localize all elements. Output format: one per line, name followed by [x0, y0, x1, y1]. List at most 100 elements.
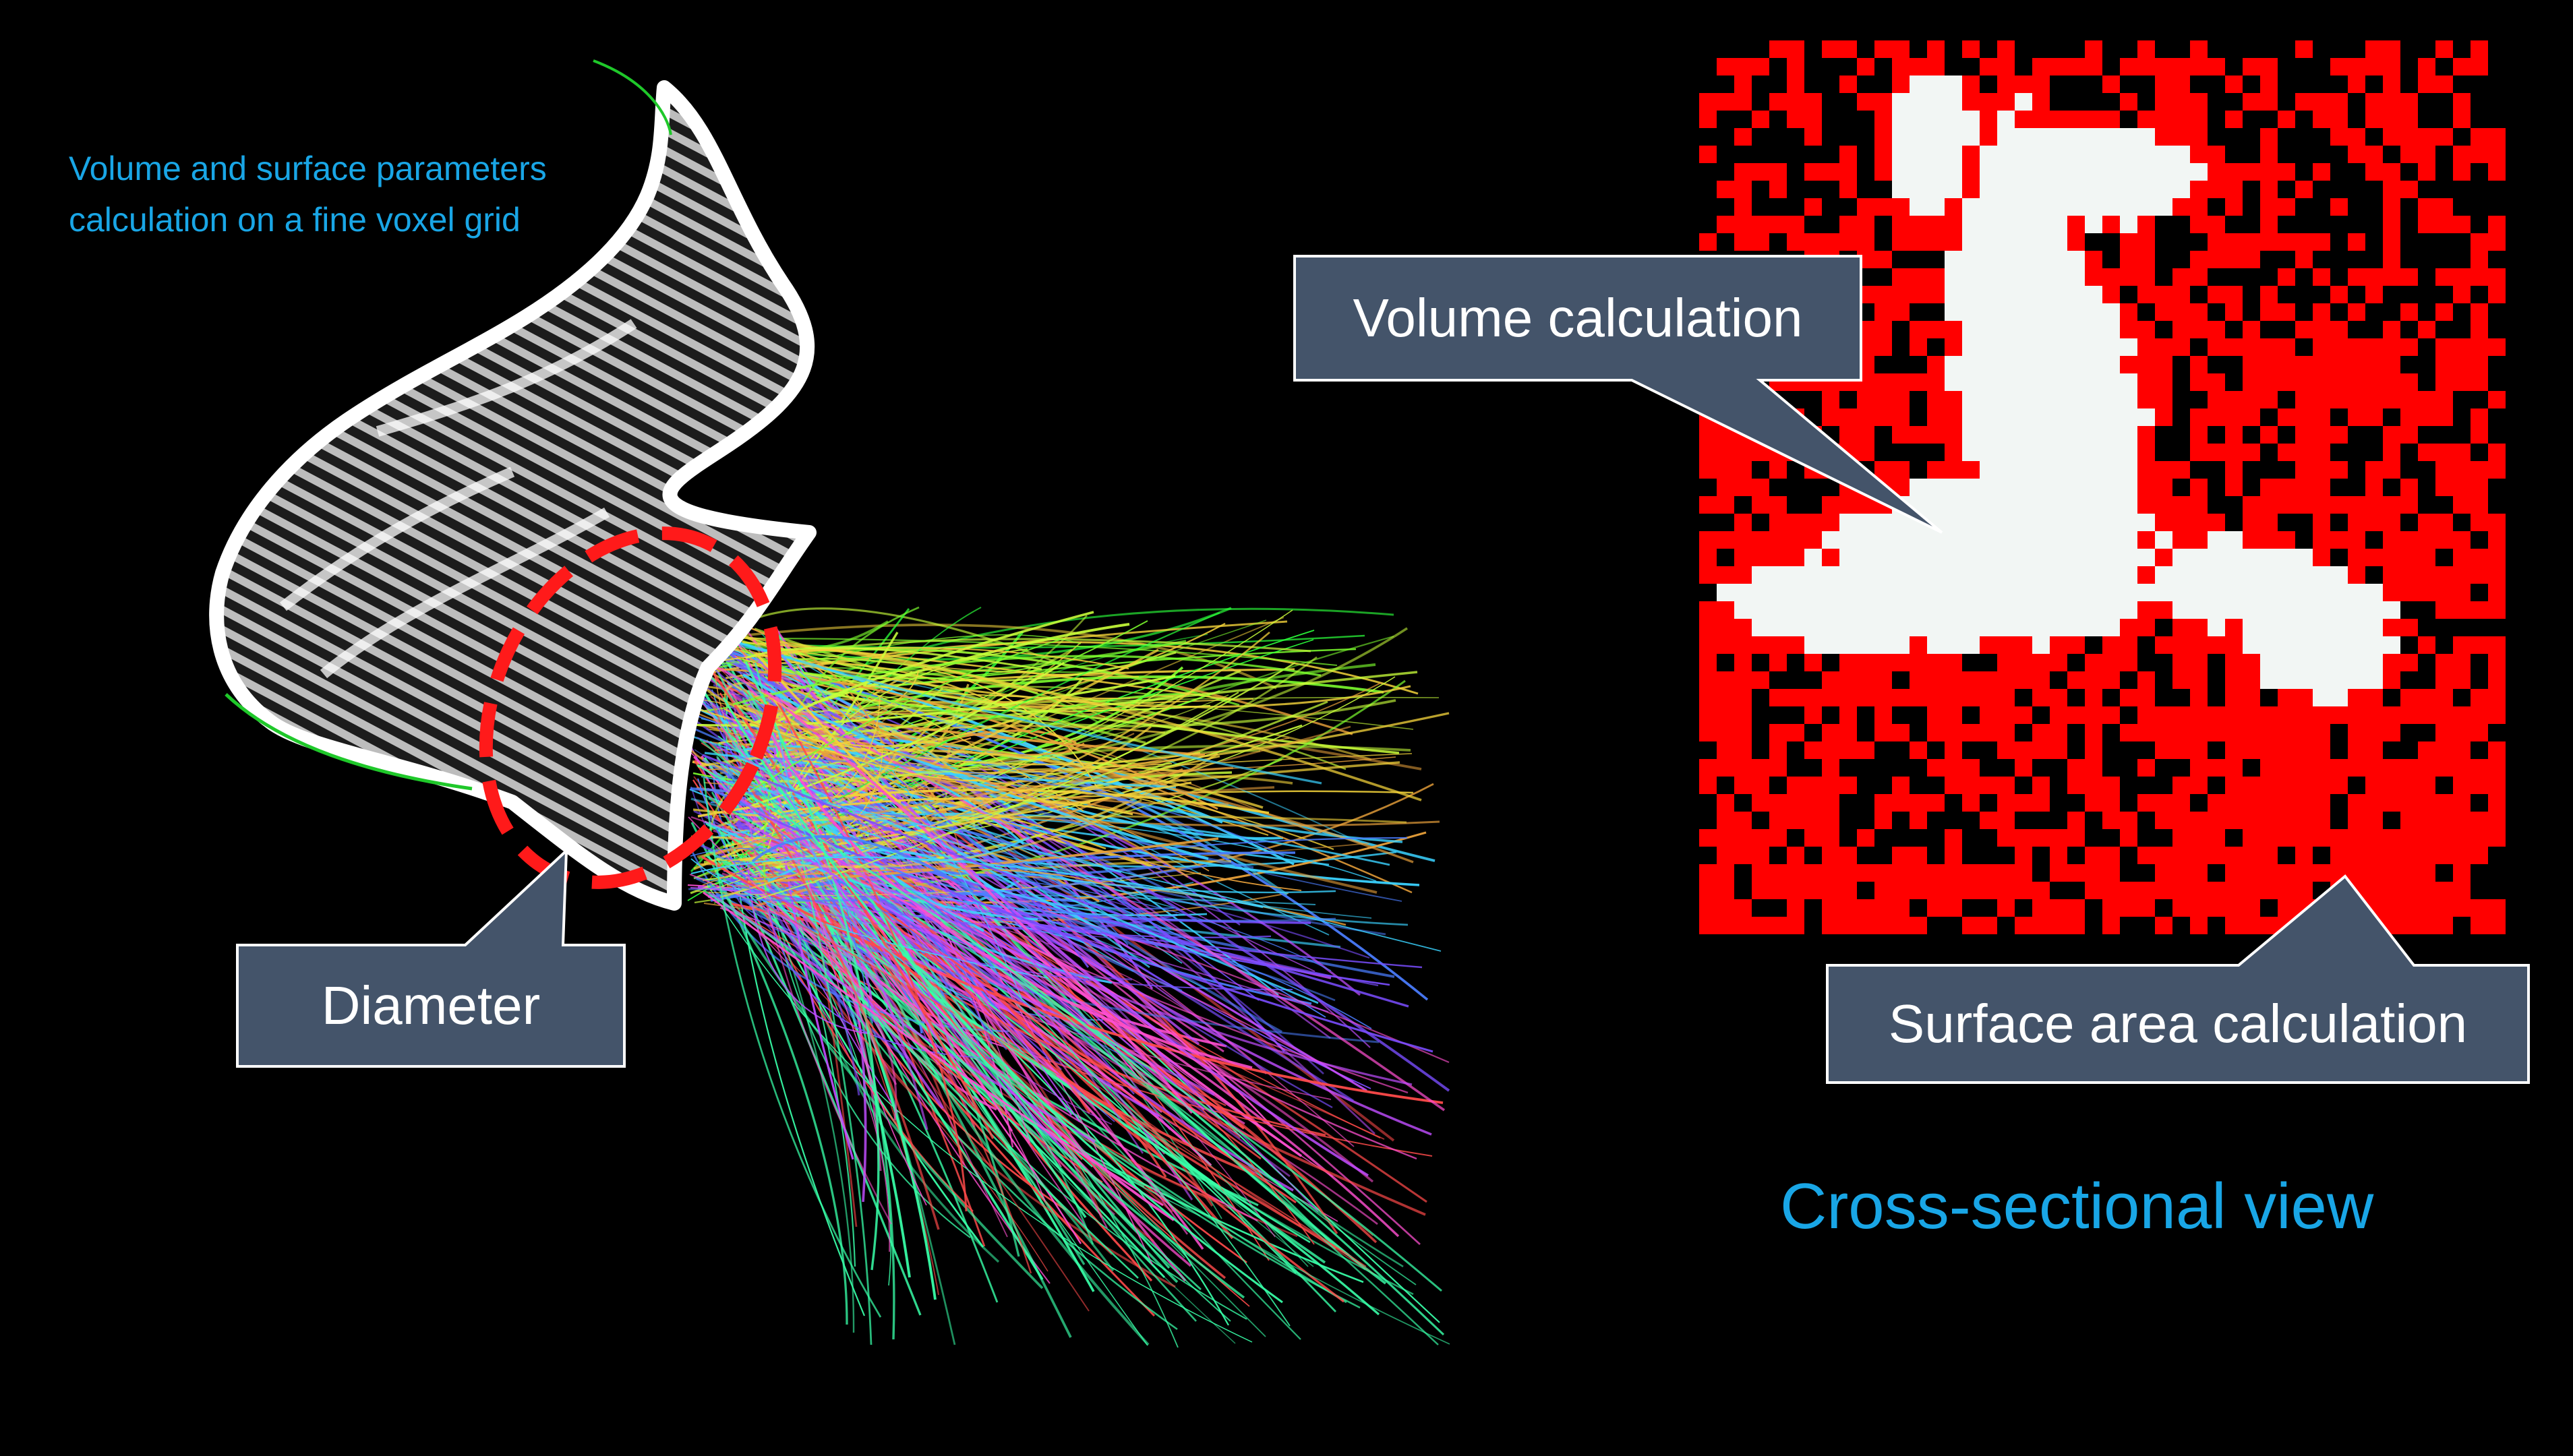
voxel — [2137, 408, 2155, 426]
voxel — [2050, 268, 2067, 286]
voxel — [2383, 128, 2400, 146]
voxel — [2050, 531, 2067, 549]
voxel — [1699, 706, 1717, 724]
voxel — [1997, 794, 2015, 812]
voxel — [2418, 741, 2435, 759]
voxel — [2383, 181, 2400, 198]
cross-section-title: Cross-sectional view — [1780, 1170, 2374, 1242]
voxel — [1734, 847, 1752, 864]
voxel — [1734, 917, 1752, 934]
voxel — [2418, 864, 2435, 882]
voxel — [2172, 461, 2190, 479]
fiber-strand — [753, 868, 1115, 889]
voxel — [1874, 198, 1892, 216]
voxel — [2471, 233, 2488, 251]
voxel — [2085, 724, 2102, 741]
voxel — [2400, 882, 2418, 899]
voxel — [2032, 619, 2050, 636]
voxel — [1822, 689, 1839, 706]
voxel — [2155, 601, 2172, 619]
diameter-callout-box — [236, 847, 626, 1068]
voxel — [2015, 408, 2032, 426]
voxel — [2365, 479, 2383, 496]
voxel — [1892, 303, 1910, 321]
voxel — [2243, 636, 2260, 654]
voxel — [2365, 408, 2383, 426]
voxel — [2453, 636, 2471, 654]
voxel — [1997, 93, 2015, 111]
voxel — [1962, 163, 1980, 181]
voxel — [2453, 671, 2471, 689]
voxel — [2471, 496, 2488, 514]
voxel — [2488, 461, 2506, 479]
fiber-strand — [707, 884, 1253, 1343]
voxel — [2453, 444, 2471, 461]
voxel — [1962, 794, 1980, 812]
voxel — [2400, 111, 2418, 128]
voxel — [2260, 741, 2278, 759]
fiber-strand — [773, 720, 1189, 878]
voxel — [1962, 233, 1980, 251]
voxel — [1717, 584, 1734, 601]
voxel — [2067, 759, 2085, 777]
voxel — [2208, 899, 2225, 917]
voxel — [1910, 566, 1927, 584]
voxel — [2050, 373, 2067, 391]
voxel — [2067, 917, 2085, 934]
voxel — [2348, 128, 2365, 146]
voxel — [2032, 917, 2050, 934]
voxel — [1892, 146, 1910, 163]
voxel — [2225, 163, 2243, 181]
voxel — [2453, 111, 2471, 128]
voxel — [1892, 198, 1910, 216]
voxel — [2453, 601, 2471, 619]
voxel — [2050, 321, 2067, 338]
voxel — [1857, 549, 1874, 566]
voxel — [2488, 549, 2506, 566]
voxel — [2032, 741, 2050, 759]
voxel — [2418, 777, 2435, 794]
voxel — [2278, 303, 2295, 321]
voxel — [2120, 391, 2137, 408]
voxel — [2435, 584, 2453, 601]
voxel — [1962, 286, 1980, 303]
voxel — [1997, 338, 2015, 356]
voxel — [2067, 584, 2085, 601]
voxel — [2453, 654, 2471, 671]
voxel — [2120, 601, 2137, 619]
voxel — [1892, 566, 1910, 584]
voxel — [1752, 671, 1769, 689]
voxel — [1874, 40, 1892, 58]
voxel — [2015, 566, 2032, 584]
voxel — [2032, 356, 2050, 373]
voxel — [1910, 794, 1927, 812]
voxel — [2295, 479, 2313, 496]
voxel — [2365, 356, 2383, 373]
voxel — [2190, 812, 2208, 829]
voxel — [2032, 689, 2050, 706]
fiber-strand — [734, 764, 940, 1230]
voxel — [2471, 514, 2488, 531]
voxel — [2330, 391, 2348, 408]
voxel — [2313, 636, 2330, 654]
voxel — [2102, 321, 2120, 338]
voxel — [1787, 882, 1804, 899]
voxel — [2190, 917, 2208, 934]
voxel — [2085, 549, 2102, 566]
voxel — [2032, 514, 2050, 531]
voxel — [1874, 619, 1892, 636]
voxel — [2365, 93, 2383, 111]
voxel — [2418, 531, 2435, 549]
voxel — [1752, 479, 1769, 496]
voxel — [2365, 794, 2383, 812]
voxel — [1874, 706, 1892, 724]
voxel — [2120, 426, 2137, 444]
voxel — [1980, 444, 1997, 461]
voxel — [1997, 75, 2015, 93]
voxel — [1822, 40, 1839, 58]
voxel — [2172, 584, 2190, 601]
voxel — [2471, 338, 2488, 356]
voxel — [1874, 671, 1892, 689]
fiber-strand — [770, 734, 1253, 1069]
voxel — [2190, 654, 2208, 671]
